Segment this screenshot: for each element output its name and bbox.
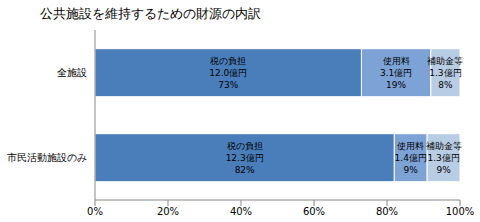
- html-text:公共施設を維持するための財源の内訳: 公共施設を維持するための財源の内訳: [40, 6, 261, 21]
- svg-text:税の負担12.0億円73%: 税の負担12.0億円73%: [209, 56, 247, 90]
- svg-text:使用料3.1億円19%: 使用料3.1億円19%: [380, 56, 412, 90]
- svg-text:補助金等1.3億円8%: 補助金等1.3億円8%: [427, 56, 463, 90]
- svg-text:市民活動施設のみ: 市民活動施設のみ: [8, 152, 87, 163]
- svg-text:補助金等1.3億円9%: 補助金等1.3億円9%: [426, 141, 462, 175]
- svg-text:使用料1.4億円9%: 使用料1.4億円9%: [395, 141, 427, 175]
- svg-text:80%: 80%: [376, 206, 398, 217]
- svg-text:20%: 20%: [157, 206, 179, 217]
- svg-text:100%: 100%: [446, 206, 472, 217]
- svg-text:全施設: 全施設: [57, 67, 87, 78]
- svg-text:0%: 0%: [87, 206, 103, 217]
- svg-text:税の負担12.3億円82%: 税の負担12.3億円82%: [226, 141, 264, 175]
- svg-text:60%: 60%: [303, 206, 325, 217]
- svg-text:40%: 40%: [230, 206, 252, 217]
